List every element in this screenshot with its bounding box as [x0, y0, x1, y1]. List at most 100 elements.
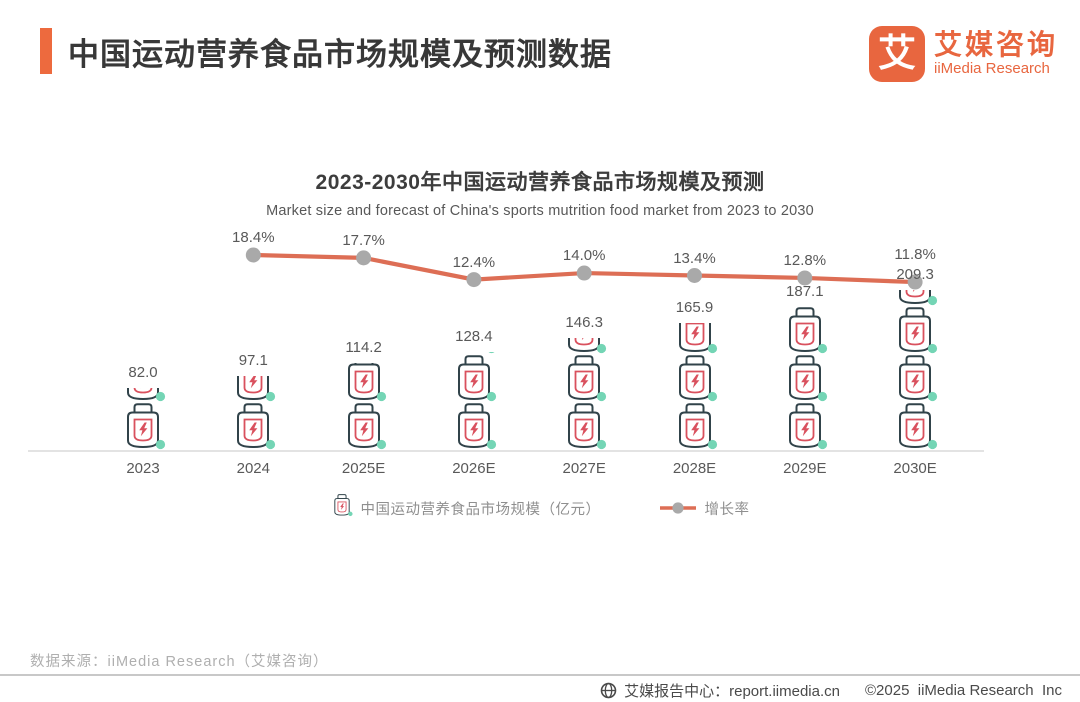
protein-jar-icon [451, 352, 497, 355]
protein-jar-icon [341, 403, 387, 451]
line-dot-marker-icon [659, 502, 696, 514]
accent-bar [40, 28, 52, 74]
jar-teal-dot [817, 343, 827, 354]
protein-jar-icon [672, 355, 718, 403]
jar-label [905, 290, 925, 298]
logo-name-en: iiMedia Research [933, 60, 1050, 78]
protein-jar-icon [120, 388, 166, 403]
lightning-icon [580, 374, 589, 389]
x-axis-label: 2024 [236, 460, 270, 477]
lightning-icon [339, 503, 344, 510]
lightning-icon [470, 374, 479, 389]
market-size-bar [119, 388, 167, 451]
bottom-divider [0, 674, 1080, 676]
lightning-icon [249, 422, 258, 437]
protein-jar-icon [672, 403, 718, 451]
protein-jar-icon [782, 307, 828, 355]
logo-text: 艾媒咨询 iiMedia Research [933, 28, 1058, 79]
growth-rate-label: 14.0% [562, 247, 606, 265]
protein-jar-icon [341, 363, 387, 403]
lightning-icon [911, 326, 920, 341]
globe-icon [600, 682, 617, 699]
jar-lid [795, 307, 815, 318]
jar-icon [331, 494, 353, 522]
bar-value-label: 114.2 [345, 339, 382, 356]
lightning-icon [800, 326, 810, 341]
jar-lid [574, 403, 594, 414]
jar-teal-dot [376, 439, 386, 450]
header: 中国运动营养食品市场规模及预测数据 [40, 28, 612, 74]
growth-rate-label: 18.4% [232, 229, 275, 246]
jar-teal-dot [488, 352, 495, 354]
jar-label [133, 388, 153, 394]
protein-jar-icon [451, 355, 497, 403]
x-axis-label: 2028E [672, 460, 717, 477]
bar-value-label: 165.9 [675, 299, 714, 316]
jar-teal-dot [927, 343, 938, 354]
protein-jar-icon [672, 323, 718, 355]
jar-lid [336, 494, 347, 500]
jar-lid [905, 403, 925, 414]
jar-teal-dot [597, 343, 607, 354]
x-axis-label: 2026E [452, 460, 496, 477]
protein-jar-icon [451, 403, 497, 451]
legend-label: 增长率 [704, 501, 750, 518]
lightning-icon [359, 374, 368, 389]
legend-label: 中国运动营养食品市场规模（亿元） [360, 501, 601, 518]
jar-lid [243, 403, 263, 414]
growth-dot [356, 250, 372, 266]
growth-dot [687, 268, 702, 283]
growth-dot [466, 272, 482, 288]
bar-value-label: 146.3 [565, 314, 603, 331]
x-axis-label: 2029E [783, 460, 827, 477]
protein-jar-icon [892, 355, 938, 403]
jar-lid [574, 355, 594, 366]
jar-teal-dot [597, 391, 607, 402]
jar-teal-dot [486, 391, 496, 402]
lightning-icon [800, 422, 810, 437]
legend-item-market-size: 中国运动营养食品市场规模（亿元） [331, 494, 601, 522]
protein-jar-icon [782, 403, 828, 451]
growth-dot [245, 247, 261, 263]
jar-lid [685, 355, 704, 366]
jar-teal-dot [707, 439, 717, 450]
growth-rate-label: 13.4% [673, 249, 716, 267]
x-axis-label: 2030E [893, 460, 937, 477]
jar-lid [795, 403, 815, 414]
protein-jar-icon [782, 355, 828, 403]
data-source-note: 数据来源：iiMedia Research（艾媒咨询） [30, 654, 329, 670]
jar-lid [464, 355, 484, 366]
logo-icon: 艾 [868, 26, 925, 82]
protein-jar-icon [892, 403, 938, 451]
market-size-bar [229, 376, 277, 451]
jar-lid [464, 403, 484, 414]
bottom-bar: 艾媒报告中心：report.iimedia.cn ©2025 iiMedia R… [600, 680, 1062, 701]
market-size-bar [671, 323, 719, 451]
logo-name-cn: 艾媒咨询 [933, 28, 1058, 60]
jar-teal-dot [597, 439, 607, 450]
jar-teal-dot [707, 343, 717, 354]
jar-teal-dot [927, 439, 938, 450]
chart-subtitle: Market size and forecast of China's spor… [266, 203, 814, 219]
jar-lid [905, 355, 925, 366]
copyright: ©2025 iiMedia Research Inc [865, 682, 1062, 699]
growth-dot [576, 265, 592, 281]
bar-value-label: 187.1 [786, 283, 824, 300]
bar-value-label: 128.4 [455, 328, 493, 345]
jar-label [574, 338, 594, 346]
protein-jar-icon [230, 376, 276, 403]
jar-lid [354, 403, 374, 414]
market-size-bar [781, 307, 829, 451]
growth-rate-label: 17.7% [342, 231, 385, 249]
protein-jar-icon [892, 290, 938, 307]
lightning-icon [580, 422, 589, 437]
jar-teal-dot [266, 439, 276, 450]
protein-jar-icon [561, 355, 607, 403]
page-title: 中国运动营养食品市场规模及预测数据 [68, 36, 612, 72]
jar-teal-dot [927, 295, 938, 306]
lightning-icon [359, 422, 368, 437]
market-size-bar [450, 352, 498, 451]
jar-lid [795, 355, 815, 366]
jar-teal-dot [927, 391, 938, 402]
lightning-icon [249, 376, 258, 389]
